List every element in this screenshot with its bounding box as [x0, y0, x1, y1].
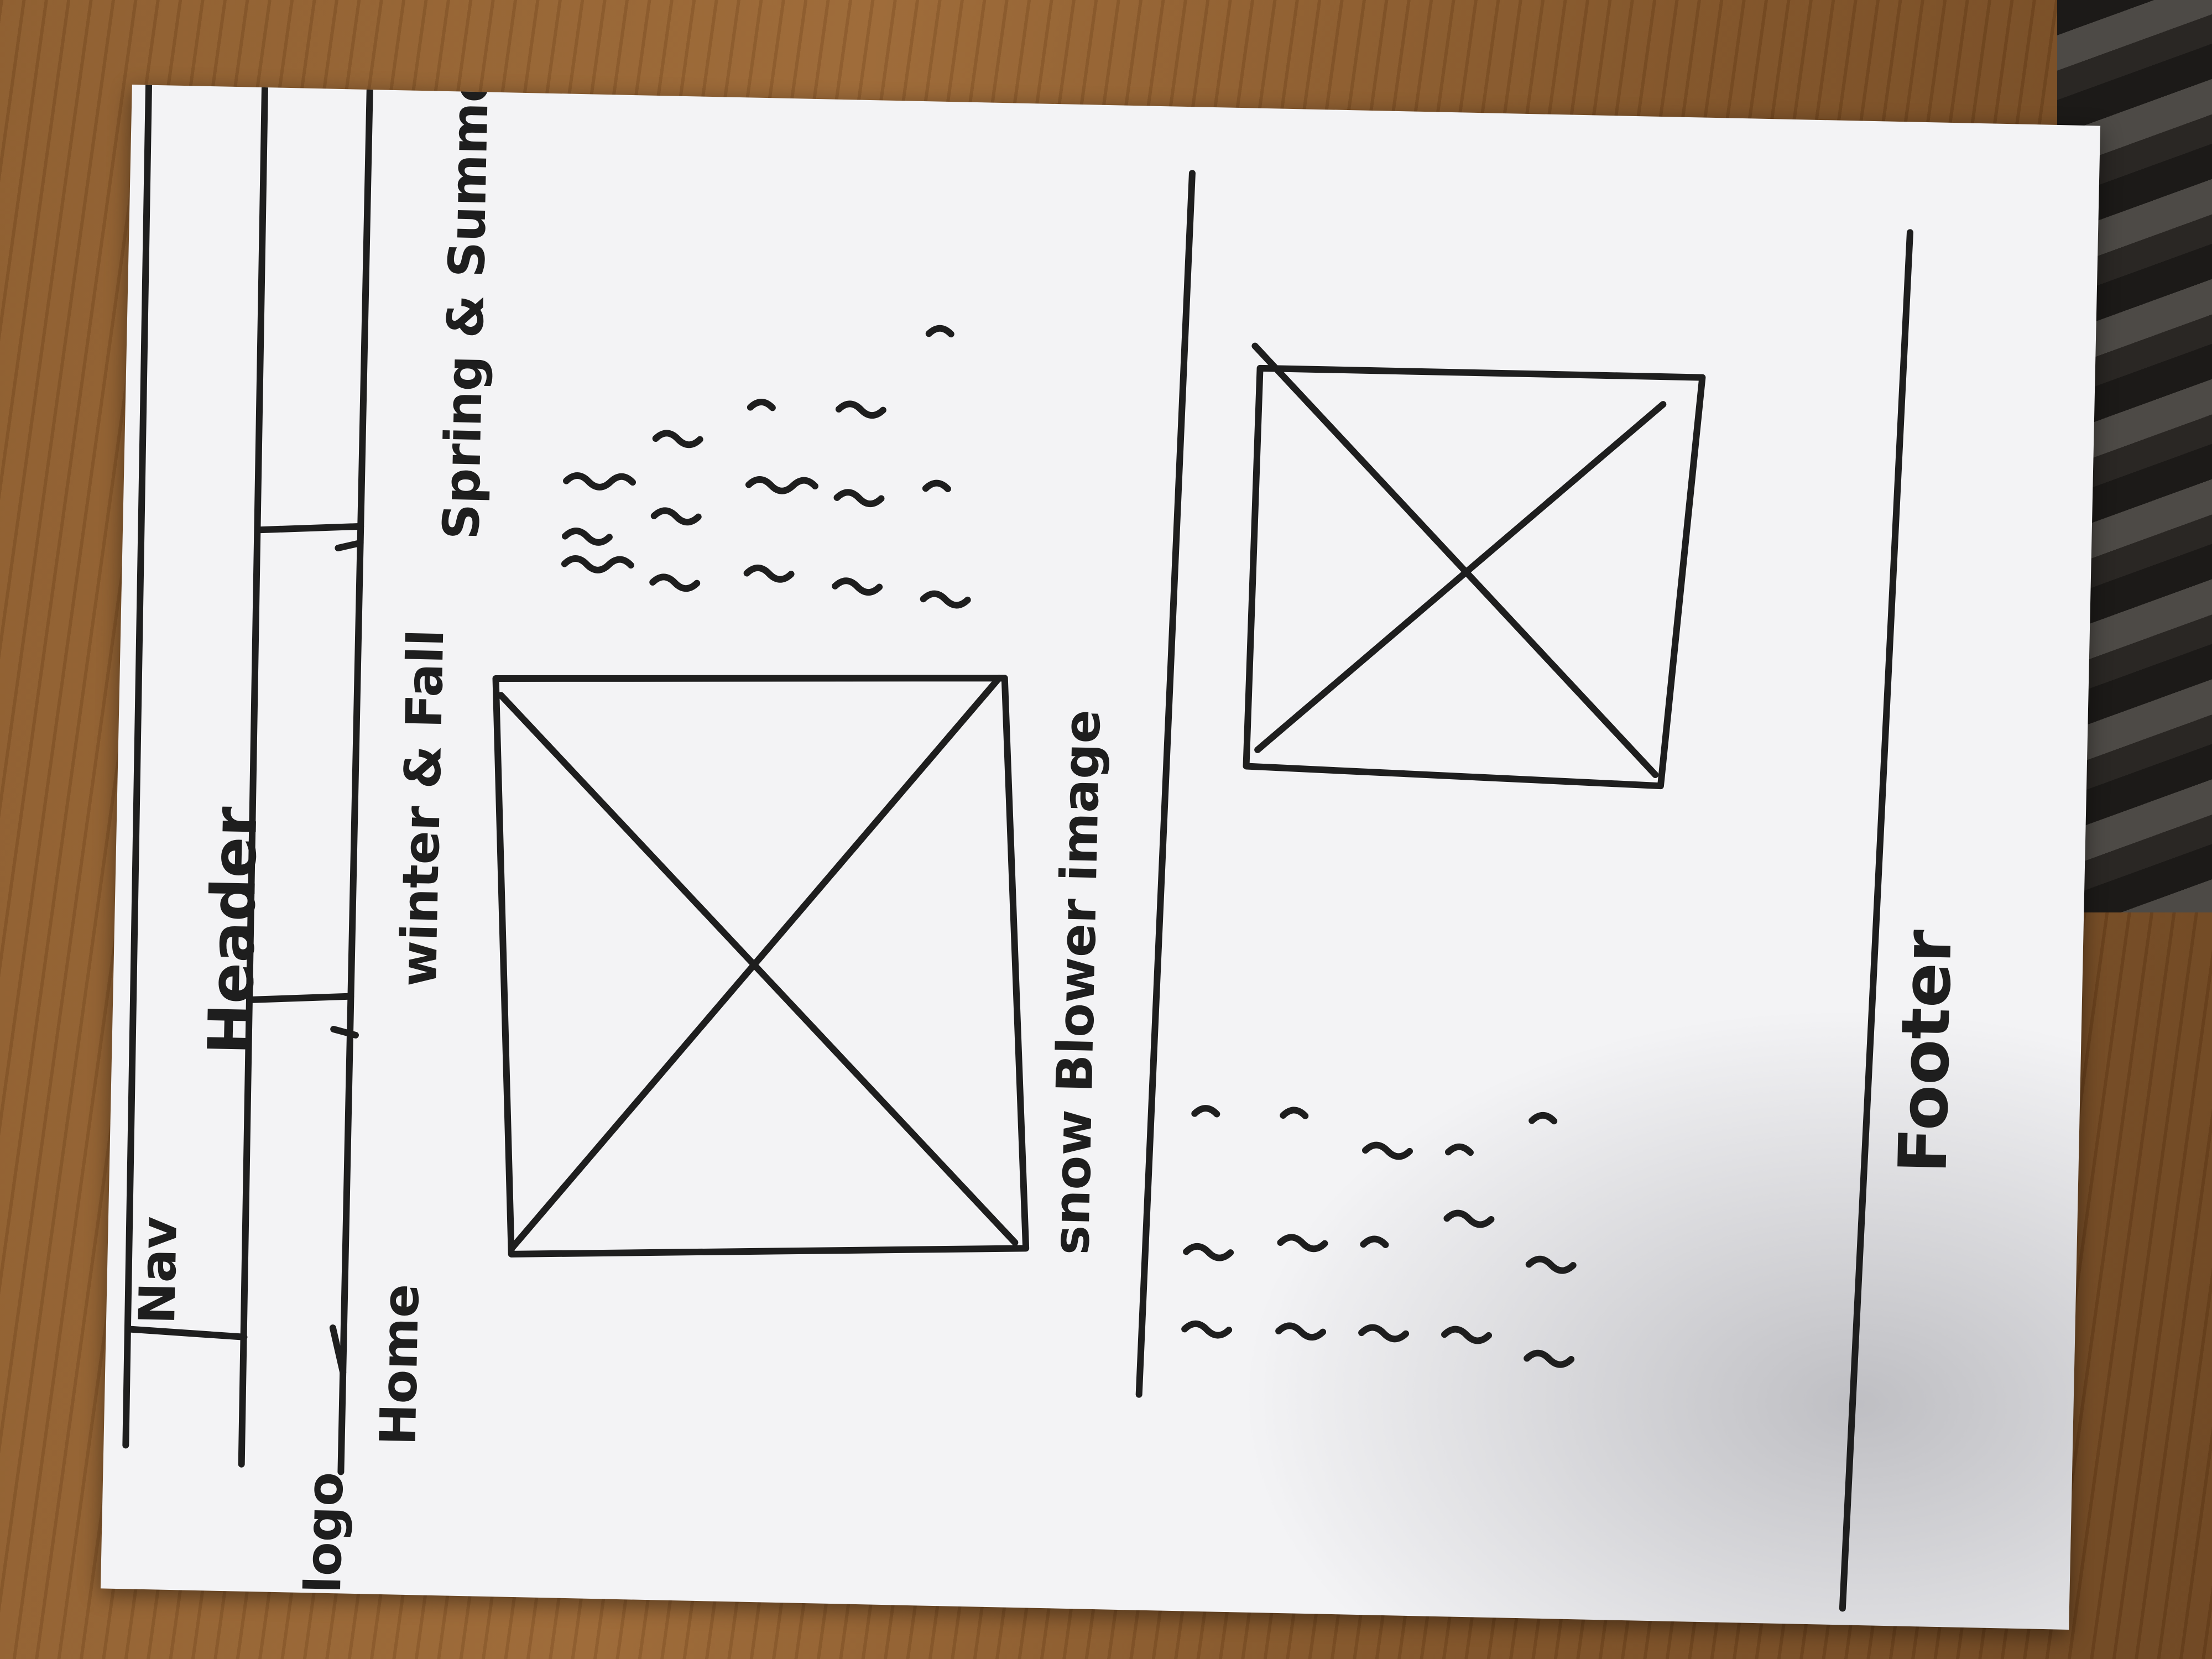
- secondary-image-placeholder: [1243, 364, 1706, 790]
- nav-divider-home: [248, 993, 354, 1003]
- header-bottom-line: [337, 85, 374, 1475]
- footer-divider-right: [1839, 229, 1913, 1612]
- text-block-squiggles-bottom: [1181, 1105, 1577, 1368]
- hero-image-cross-2: [508, 675, 1003, 1252]
- text-block-squiggles-top: [561, 325, 971, 609]
- header-top-line: [122, 85, 153, 1449]
- nav-divider-winter: [258, 523, 364, 534]
- hero-image-caption: snow Blower image: [1042, 709, 1112, 1256]
- nav-tick-2: [330, 1026, 359, 1039]
- footer-label: Footer: [1885, 929, 1967, 1174]
- hero-image-placeholder: [492, 675, 1030, 1258]
- wireframe-sketch-paper: Header Nav logo Home winter & Fall Sprin…: [100, 85, 2101, 1630]
- hero-image-cross-1: [497, 692, 1019, 1246]
- secondary-image-cross-1: [1251, 342, 1659, 778]
- header-divider-line: [238, 85, 269, 1468]
- nav-tick-3: [335, 539, 364, 552]
- logo-cell-line: [124, 1326, 248, 1340]
- content-divider-left: [1135, 170, 1196, 1398]
- nav-item-home: Home: [369, 1283, 431, 1446]
- logo-label: logo: [294, 1471, 355, 1594]
- nav-tick-1: [329, 1324, 347, 1376]
- nav-item-winter-fall: winter & Fall: [389, 628, 456, 988]
- nav-item-spring-summer: Spring & Summer: [432, 85, 501, 540]
- header-label: Header: [195, 806, 271, 1056]
- secondary-image-cross-2: [1254, 401, 1667, 753]
- nav-label: Nav: [128, 1215, 189, 1325]
- wireframe-sketch-drawing: [122, 85, 1913, 1612]
